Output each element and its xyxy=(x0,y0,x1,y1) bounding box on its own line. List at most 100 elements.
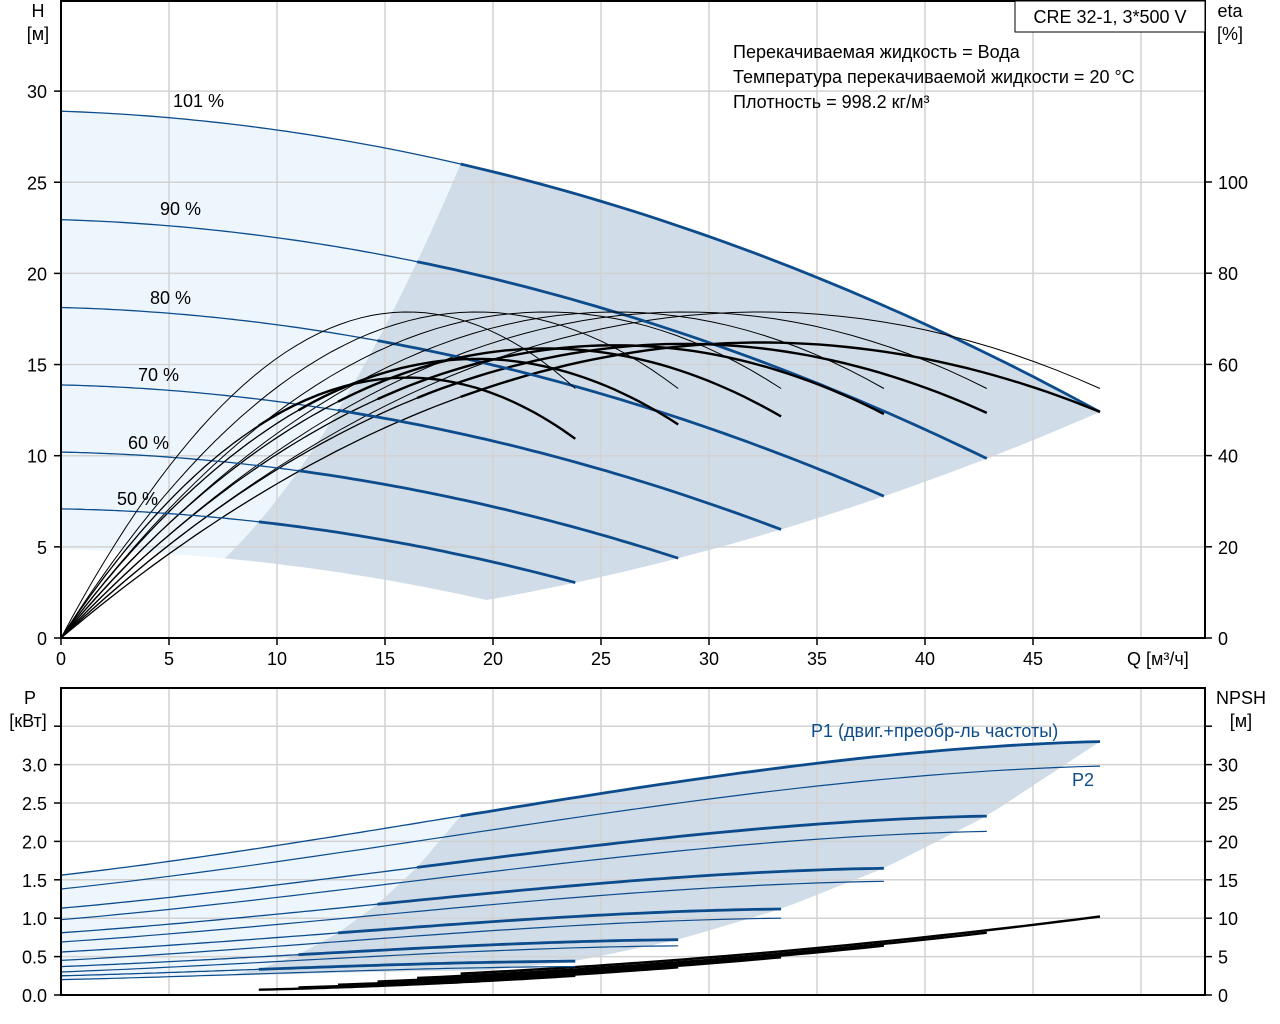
eta-total-curve-60 xyxy=(297,357,679,426)
eta-total-curve-70-thin xyxy=(60,401,339,639)
eta-tick-label: 100 xyxy=(1218,173,1248,193)
allowed-range-fill-power xyxy=(61,816,461,981)
speed-label-90: 90 % xyxy=(160,199,201,219)
npsh-curve-101 xyxy=(460,915,1101,975)
curves xyxy=(60,110,1101,991)
speed-label-101: 101 % xyxy=(173,91,224,111)
h-tick-label: 15 xyxy=(27,356,47,376)
npsh-tick-label: 10 xyxy=(1218,909,1238,929)
npsh-tick-label: 20 xyxy=(1218,832,1238,852)
head-curve-90 xyxy=(416,260,988,460)
p2-curve-101 xyxy=(60,765,1101,890)
npsh-tick-label: 25 xyxy=(1218,794,1238,814)
p2-curve-50 xyxy=(60,966,576,981)
head-curve-70 xyxy=(337,408,782,531)
eta-total-curve-50 xyxy=(258,376,576,440)
eta-pump-curve-60 xyxy=(60,311,679,639)
head-curve-50 xyxy=(258,520,576,584)
eta-tick-label: 0 xyxy=(1218,629,1228,649)
p1-curve-80 xyxy=(377,866,884,906)
p-tick-label: 0.0 xyxy=(22,986,47,1006)
p1-curve-50 xyxy=(258,959,576,971)
p2-curve-80 xyxy=(60,880,884,943)
x-tick-label: 40 xyxy=(915,649,935,669)
p-axis-unit: [кВт] xyxy=(9,711,47,731)
p2-curve-90 xyxy=(60,830,987,921)
p1-curve-70-thin xyxy=(60,932,339,953)
p2-label: P2 xyxy=(1072,770,1094,790)
head-curve-70-thin xyxy=(60,384,339,411)
speed-label-70: 70 % xyxy=(138,365,179,385)
p-axis-label: P xyxy=(24,688,36,708)
axes xyxy=(54,0,1212,996)
npsh-curve-70 xyxy=(337,956,782,986)
operating-range-fills xyxy=(61,111,1101,981)
npsh-curve-90 xyxy=(417,931,987,980)
eta-pump-curve-50 xyxy=(60,311,576,639)
p-tick-label: 1.5 xyxy=(22,871,47,891)
speed-label-50: 50 % xyxy=(117,489,158,509)
h-tick-label: 20 xyxy=(27,264,47,284)
h-axis-unit: [м] xyxy=(27,24,49,44)
speed-label-60: 60 % xyxy=(128,433,169,453)
allowed-range-fill-head xyxy=(61,111,461,559)
head-curve-101 xyxy=(460,162,1101,414)
x-tick-label: 5 xyxy=(164,649,174,669)
head-curve-80-thin xyxy=(60,306,378,342)
eta-total-curve-80 xyxy=(377,344,885,416)
head-curve-101-thin xyxy=(60,110,461,165)
head-curve-60 xyxy=(298,469,679,560)
x-tick-label: 45 xyxy=(1023,649,1043,669)
eta-total-curve-80-thin xyxy=(60,398,378,639)
npsh-curve-50 xyxy=(258,974,576,991)
npsh-tick-label: 5 xyxy=(1218,948,1228,968)
npsh-curve-60 xyxy=(298,966,679,989)
eta-tick-label: 40 xyxy=(1218,447,1238,467)
x-tick-label: 10 xyxy=(267,649,287,669)
h-tick-label: 25 xyxy=(27,173,47,193)
eta-total-curve-70 xyxy=(337,347,782,418)
eta-axis-label: eta xyxy=(1217,1,1243,21)
eta-axis-unit: [%] xyxy=(1217,24,1243,44)
p1-label: P1 (двиг.+преобр-ль частоты) xyxy=(811,721,1058,741)
p-tick-label: 2.5 xyxy=(22,794,47,814)
npsh-tick-label: 30 xyxy=(1218,756,1238,776)
head-curve-60-thin xyxy=(60,451,299,472)
x-tick-label: 35 xyxy=(807,649,827,669)
head-curve-90-thin xyxy=(60,219,418,263)
p1-curve-90 xyxy=(416,814,987,869)
npsh-curve-80 xyxy=(377,944,885,983)
q-axis-label: Q [м³/ч] xyxy=(1127,649,1189,669)
eta-tick-label: 20 xyxy=(1218,538,1238,558)
x-tick-label: 20 xyxy=(483,649,503,669)
p1-curve-60-thin xyxy=(60,954,299,968)
p1-curve-50-thin xyxy=(60,968,259,977)
eta-pump-curve-90 xyxy=(60,311,988,639)
p1-curve-101-thin xyxy=(60,815,461,876)
npsh-axis-unit: [м] xyxy=(1230,711,1252,731)
eta-total-curve-50-thin xyxy=(60,424,260,639)
h-tick-label: 10 xyxy=(27,447,47,467)
p-tick-label: 1.0 xyxy=(22,909,47,929)
eta-total-curve-90-thin xyxy=(60,397,418,639)
eta-total-curve-90 xyxy=(416,342,988,414)
x-tick-label: 30 xyxy=(699,649,719,669)
p1-curve-70 xyxy=(337,907,782,935)
chart-title: CRE 32-1, 3*500 V xyxy=(1033,7,1186,27)
eta-pump-curve-70 xyxy=(60,311,782,639)
info-density: Плотность = 998.2 кг/м³ xyxy=(733,92,929,112)
p-tick-label: 3.0 xyxy=(22,756,47,776)
p-tick-label: 0.5 xyxy=(22,948,47,968)
x-tick-label: 15 xyxy=(375,649,395,669)
head-curve-50-thin xyxy=(60,508,259,523)
x-tick-label: 0 xyxy=(56,649,66,669)
npsh-axis-label: NPSH xyxy=(1216,688,1266,708)
h-tick-label: 30 xyxy=(27,82,47,102)
title-box xyxy=(1014,0,1206,33)
eta-total-curve-101-thin xyxy=(60,396,461,639)
speed-label-80: 80 % xyxy=(150,288,191,308)
p1-curve-60 xyxy=(298,938,679,957)
p2-curve-60 xyxy=(60,945,679,973)
info-fluid: Перекачиваемая жидкость = Вода xyxy=(733,42,1021,62)
p2-curve-70 xyxy=(60,917,782,961)
